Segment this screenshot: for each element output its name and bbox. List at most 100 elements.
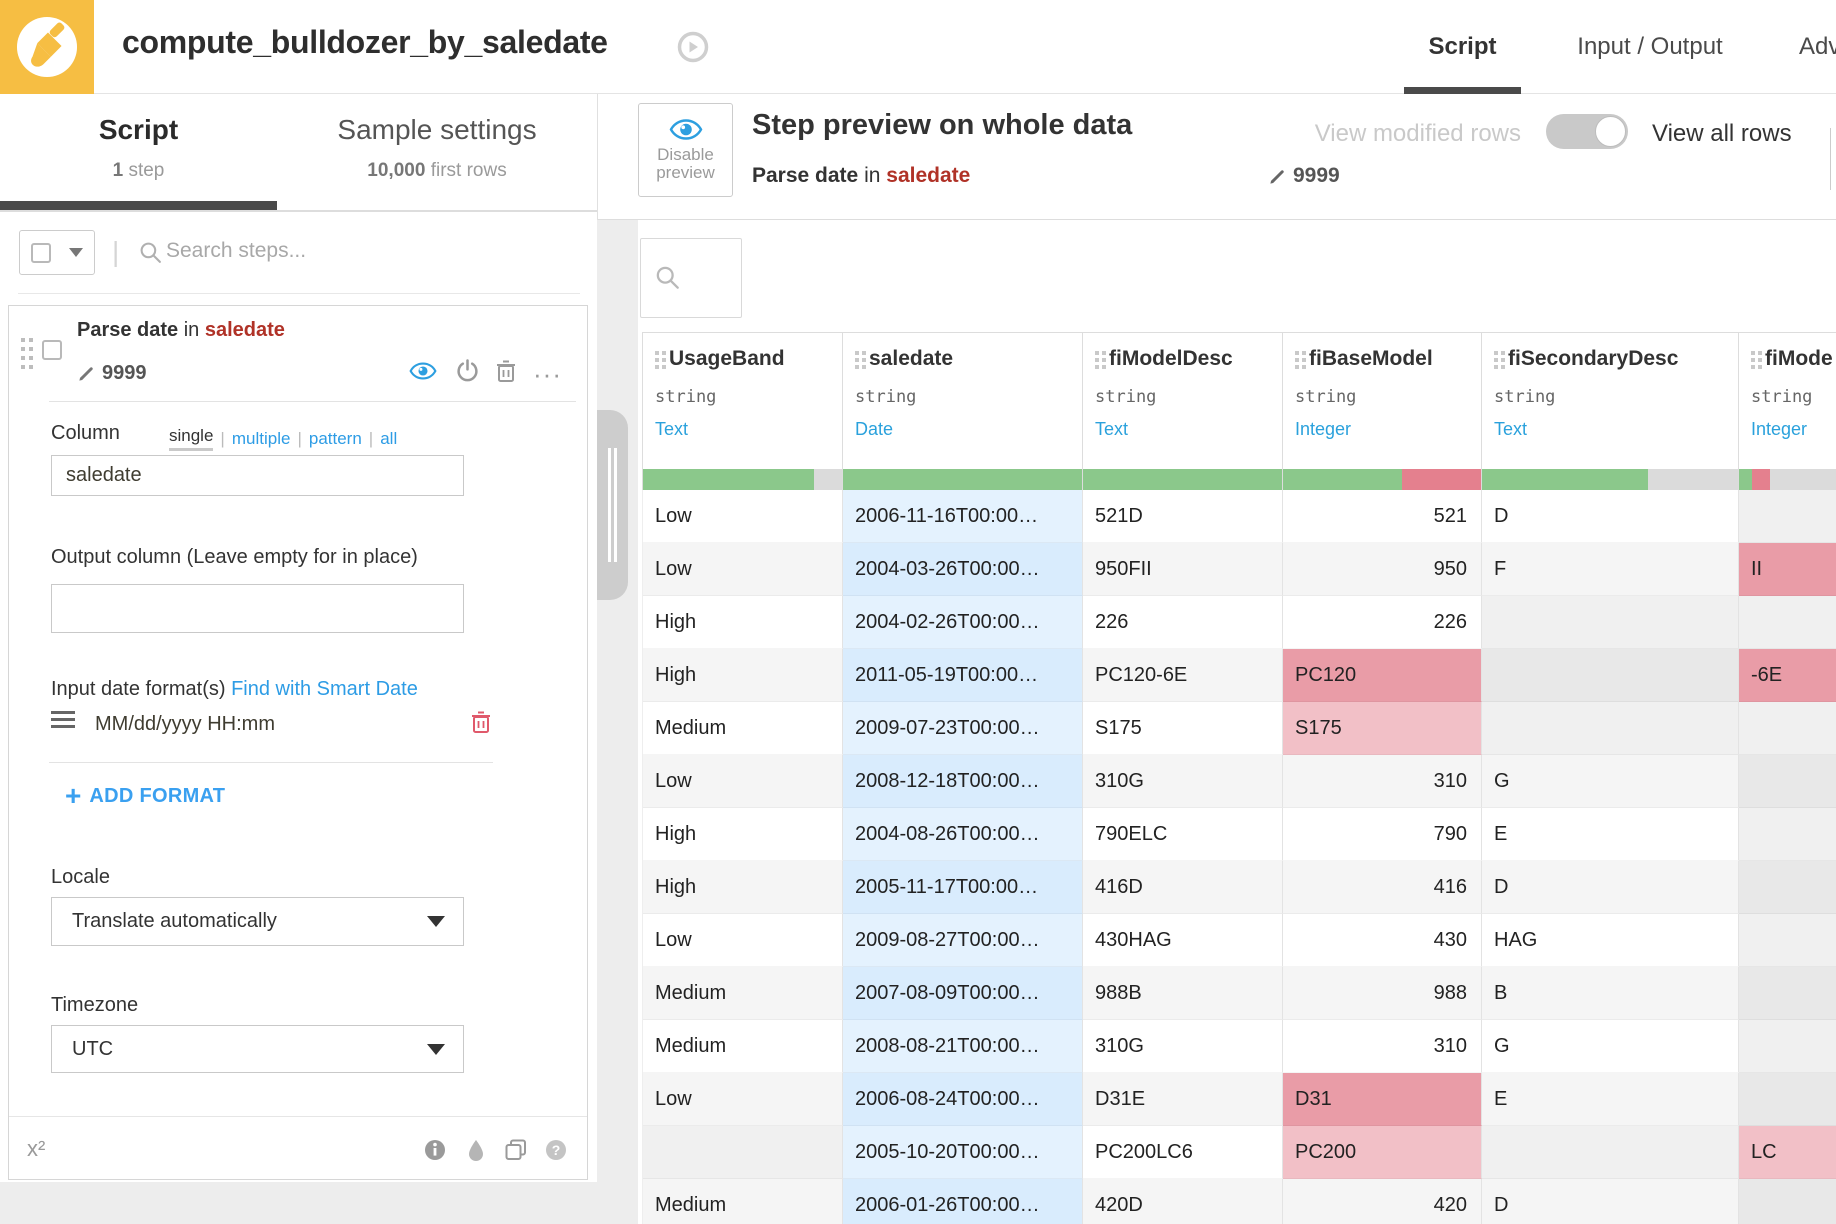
- table-cell[interactable]: [1739, 1020, 1836, 1073]
- table-cell[interactable]: [1739, 808, 1836, 861]
- table-cell[interactable]: [1482, 596, 1739, 649]
- table-cell[interactable]: 420D: [1083, 1179, 1283, 1224]
- table-cell[interactable]: [1739, 914, 1836, 967]
- more-options-icon[interactable]: ···: [533, 359, 562, 389]
- mode-pattern[interactable]: pattern: [308, 428, 362, 448]
- tab-input-output[interactable]: Input / Output: [1577, 32, 1723, 60]
- table-cell[interactable]: 790: [1283, 808, 1482, 861]
- table-cell[interactable]: Low: [643, 1073, 843, 1126]
- column-header-UsageBand[interactable]: UsageBand string Text: [643, 333, 843, 490]
- table-cell[interactable]: [1739, 755, 1836, 808]
- table-cell[interactable]: 2004-03-26T00:00…: [843, 543, 1083, 596]
- table-cell[interactable]: 2005-10-20T00:00…: [843, 1126, 1083, 1179]
- info-icon[interactable]: [424, 1139, 446, 1166]
- column-meaning[interactable]: Text: [655, 419, 689, 439]
- table-cell[interactable]: Medium: [643, 967, 843, 1020]
- table-cell[interactable]: Medium: [643, 1179, 843, 1224]
- table-cell[interactable]: High: [643, 861, 843, 914]
- tab-advanced[interactable]: Adv: [1799, 32, 1836, 60]
- tab-left-sample-settings[interactable]: Sample settings 10,000 first rows: [277, 94, 597, 210]
- mode-multiple[interactable]: multiple: [231, 428, 291, 448]
- drag-handle-icon[interactable]: [1494, 351, 1498, 355]
- column-header-fiSecondaryDesc[interactable]: fiSecondaryDesc string Text: [1482, 333, 1739, 490]
- drag-handle-icon[interactable]: [655, 351, 659, 355]
- table-cell[interactable]: Medium: [643, 1020, 843, 1073]
- drag-handle-icon[interactable]: [21, 338, 25, 342]
- column-header-fiBaseModel[interactable]: fiBaseModel string Integer: [1283, 333, 1482, 490]
- table-cell[interactable]: 2011-05-19T00:00…: [843, 649, 1083, 702]
- table-cell[interactable]: [1482, 649, 1739, 702]
- table-cell[interactable]: S175: [1083, 702, 1283, 755]
- column-meaning[interactable]: Text: [1095, 419, 1129, 439]
- table-cell[interactable]: D: [1482, 1179, 1739, 1224]
- table-cell[interactable]: HAG: [1482, 914, 1739, 967]
- table-cell[interactable]: 2004-08-26T00:00…: [843, 808, 1083, 861]
- table-cell[interactable]: PC200: [1283, 1126, 1482, 1179]
- output-column-input[interactable]: [51, 584, 464, 633]
- smart-date-link[interactable]: Find with Smart Date: [231, 678, 418, 700]
- table-cell[interactable]: 790ELC: [1083, 808, 1283, 861]
- column-input[interactable]: [51, 455, 464, 496]
- table-cell[interactable]: 310: [1283, 755, 1482, 808]
- table-cell[interactable]: F: [1482, 543, 1739, 596]
- table-cell[interactable]: PC200LC6: [1083, 1126, 1283, 1179]
- table-cell[interactable]: 2006-11-16T00:00…: [843, 490, 1083, 543]
- column-meaning[interactable]: Date: [855, 419, 894, 439]
- table-cell[interactable]: D: [1482, 861, 1739, 914]
- table-cell[interactable]: 2009-07-23T00:00…: [843, 702, 1083, 755]
- step-title[interactable]: Parse date in saledate: [77, 319, 285, 342]
- preview-eye-icon[interactable]: [409, 361, 437, 386]
- table-cell[interactable]: [643, 1126, 843, 1179]
- table-cell[interactable]: 226: [1283, 596, 1482, 649]
- table-cell[interactable]: 2008-12-18T00:00…: [843, 755, 1083, 808]
- table-cell[interactable]: [1482, 702, 1739, 755]
- column-header-fiMode[interactable]: fiMode string Integer: [1739, 333, 1836, 490]
- table-cell[interactable]: 2009-08-27T00:00…: [843, 914, 1083, 967]
- table-cell[interactable]: 416: [1283, 861, 1482, 914]
- drag-handle-icon[interactable]: [1295, 351, 1299, 355]
- table-cell[interactable]: LC: [1739, 1126, 1836, 1179]
- step-checkbox[interactable]: [42, 340, 62, 360]
- table-cell[interactable]: 310G: [1083, 755, 1283, 808]
- table-cell[interactable]: [1739, 967, 1836, 1020]
- table-cell[interactable]: 2007-08-09T00:00…: [843, 967, 1083, 1020]
- column-meaning[interactable]: Integer: [1295, 419, 1352, 439]
- table-cell[interactable]: 950: [1283, 543, 1482, 596]
- mode-all[interactable]: all: [380, 428, 398, 448]
- table-cell[interactable]: 310: [1283, 1020, 1482, 1073]
- table-cell[interactable]: E: [1482, 1073, 1739, 1126]
- drag-handle-icon[interactable]: [1751, 351, 1755, 355]
- column-meaning[interactable]: Integer: [1751, 419, 1808, 439]
- table-cell[interactable]: D31E: [1083, 1073, 1283, 1126]
- table-search-box[interactable]: [640, 238, 742, 318]
- table-cell[interactable]: [1739, 702, 1836, 755]
- add-format-button[interactable]: + ADD FORMAT: [65, 780, 226, 811]
- table-cell[interactable]: [1739, 596, 1836, 649]
- table-cell[interactable]: 2006-08-24T00:00…: [843, 1073, 1083, 1126]
- table-cell[interactable]: Low: [643, 490, 843, 543]
- disable-preview-button[interactable]: Disable preview: [638, 103, 733, 197]
- table-cell[interactable]: [1739, 861, 1836, 914]
- table-cell[interactable]: E: [1482, 808, 1739, 861]
- help-icon[interactable]: ?: [545, 1139, 567, 1166]
- table-cell[interactable]: Medium: [643, 702, 843, 755]
- table-cell[interactable]: High: [643, 649, 843, 702]
- column-meaning[interactable]: Text: [1494, 419, 1528, 439]
- table-cell[interactable]: 226: [1083, 596, 1283, 649]
- delete-format-icon[interactable]: [471, 711, 491, 739]
- rows-view-toggle[interactable]: [1546, 114, 1628, 149]
- column-header-fiModelDesc[interactable]: fiModelDesc string Text: [1083, 333, 1283, 490]
- table-cell[interactable]: 988: [1283, 967, 1482, 1020]
- table-cell[interactable]: 2004-02-26T00:00…: [843, 596, 1083, 649]
- drag-handle-icon[interactable]: [1095, 351, 1099, 355]
- select-all-checkbox[interactable]: [31, 242, 51, 263]
- table-cell[interactable]: [1739, 490, 1836, 543]
- table-cell[interactable]: G: [1482, 1020, 1739, 1073]
- column-header-saledate[interactable]: saledate string Date: [843, 333, 1083, 490]
- table-cell[interactable]: 430HAG: [1083, 914, 1283, 967]
- table-cell[interactable]: 2008-08-21T00:00…: [843, 1020, 1083, 1073]
- table-cell[interactable]: -6E: [1739, 649, 1836, 702]
- table-cell[interactable]: High: [643, 596, 843, 649]
- table-cell[interactable]: High: [643, 808, 843, 861]
- table-cell[interactable]: Low: [643, 914, 843, 967]
